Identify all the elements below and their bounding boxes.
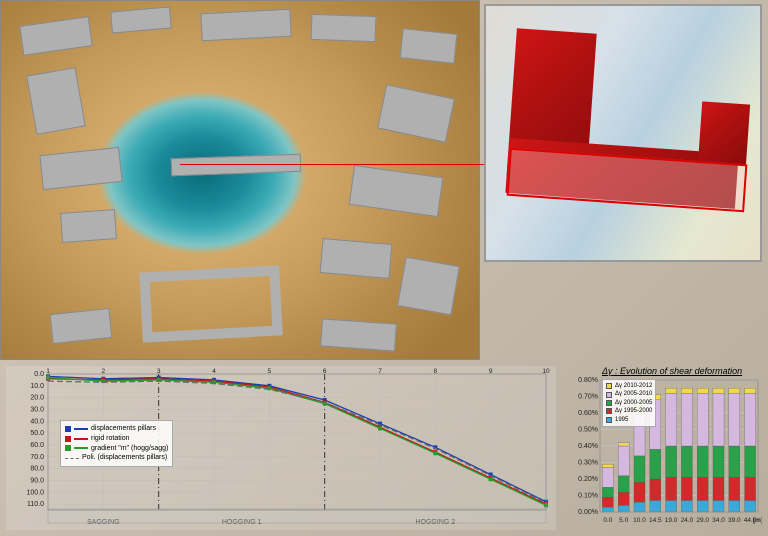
svg-text:60.0: 60.0: [30, 442, 44, 449]
svg-text:30.0: 30.0: [30, 406, 44, 413]
svg-text:14.5: 14.5: [649, 517, 662, 524]
svg-text:34.0: 34.0: [712, 517, 725, 524]
svg-text:70.0: 70.0: [30, 454, 44, 461]
svg-text:90.0: 90.0: [30, 477, 44, 484]
shear-deformation-bar-chart: Δγ : Evolution of shear deformation 0.00…: [566, 366, 762, 530]
svg-text:5.0: 5.0: [619, 517, 628, 524]
connector-line: [180, 164, 488, 165]
svg-text:0.10%: 0.10%: [578, 493, 598, 500]
svg-text:39.0: 39.0: [728, 517, 741, 524]
bar-chart-title: Δγ : Evolution of shear deformation: [566, 366, 762, 376]
svg-text:0.60%: 0.60%: [578, 410, 598, 417]
svg-text:100.0: 100.0: [26, 489, 44, 496]
svg-text:20.0: 20.0: [30, 395, 44, 402]
line-chart-legend: displacements pillarsrigid rotationgradi…: [60, 420, 173, 467]
terrain-3d-view: [0, 0, 480, 360]
svg-text:29.0: 29.0: [696, 517, 709, 524]
svg-text:50.0: 50.0: [30, 430, 44, 437]
svg-text:0.30%: 0.30%: [578, 460, 598, 467]
svg-text:0.0: 0.0: [34, 371, 44, 378]
inset-topographic-map: [484, 4, 762, 262]
svg-text:24.0: 24.0: [681, 517, 694, 524]
svg-text:0.80%: 0.80%: [578, 377, 598, 384]
svg-text:[m]: [m]: [753, 517, 762, 524]
svg-text:40.0: 40.0: [30, 418, 44, 425]
svg-text:0.20%: 0.20%: [578, 476, 598, 483]
svg-text:0.50%: 0.50%: [578, 427, 598, 434]
svg-text:0.40%: 0.40%: [578, 443, 598, 450]
svg-text:10.0: 10.0: [633, 517, 646, 524]
svg-text:19.0: 19.0: [665, 517, 678, 524]
displacement-line-chart: 0.0 10.0 20.0 30.0 40.0 50.0 60.0 70.0 80.0 90.0 1…: [6, 366, 556, 530]
svg-text:10.0: 10.0: [30, 383, 44, 390]
svg-text:110.0: 110.0: [27, 501, 44, 508]
bar-chart-legend: Δγ 2010-2012Δγ 2005-2010Δγ 2000-2005Δγ 1…: [602, 379, 656, 427]
svg-text:0.00%: 0.00%: [578, 509, 598, 516]
svg-text:0.0: 0.0: [603, 517, 612, 524]
svg-text:0.70%: 0.70%: [578, 394, 598, 401]
svg-text:80.0: 80.0: [30, 466, 44, 473]
